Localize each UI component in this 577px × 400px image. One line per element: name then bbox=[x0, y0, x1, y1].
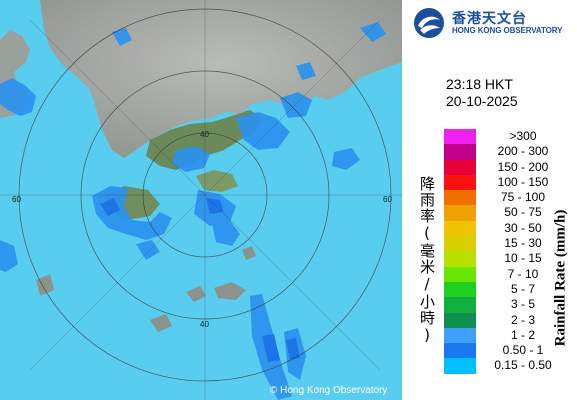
hko-logo: 香港天文台 HONG KONG OBSERVATORY bbox=[412, 6, 574, 40]
ring-label-west: 60 bbox=[12, 195, 21, 204]
legend-row: 75 - 100 bbox=[444, 190, 577, 206]
legend-swatch bbox=[444, 358, 476, 374]
legend-range-label: 30 - 50 bbox=[504, 220, 542, 235]
timestamp-date: 20-10-2025 bbox=[446, 93, 518, 109]
legend-title-english-wrap: Rainfall Rate (mm/h) bbox=[550, 178, 572, 378]
legend-range-label: 15 - 30 bbox=[504, 236, 542, 251]
legend-panel: 香港天文台 HONG KONG OBSERVATORY 23:18 HKT 20… bbox=[402, 0, 577, 400]
legend-swatch bbox=[444, 327, 476, 344]
legend-swatch bbox=[444, 144, 476, 160]
legend-row: 30 - 50 bbox=[444, 220, 577, 237]
legend-swatch bbox=[444, 205, 476, 221]
legend-range-label: 0.15 - 0.50 bbox=[494, 358, 552, 373]
legend-swatch bbox=[444, 236, 476, 252]
legend-range-label: 150 - 200 bbox=[497, 159, 549, 174]
legend-range-label: 75 - 100 bbox=[500, 190, 546, 205]
legend-range-label: 7 - 10 bbox=[507, 266, 539, 281]
legend-row: 0.50 - 1 bbox=[444, 343, 577, 359]
legend-range-label: 100 - 150 bbox=[497, 174, 549, 189]
range-rings bbox=[18, 8, 392, 382]
legend-row: >300 bbox=[444, 129, 577, 145]
legend-row: 5 - 7 bbox=[444, 281, 577, 298]
legend-range-label: 50 - 75 bbox=[504, 205, 542, 220]
legend-title-chinese: 降雨率(毫米/小時) bbox=[418, 176, 436, 345]
legend-range-label: 0.50 - 1 bbox=[502, 343, 544, 358]
legend-row: 0.15 - 0.50 bbox=[444, 358, 577, 374]
range-spokes bbox=[0, 0, 402, 400]
legend-swatch bbox=[444, 159, 476, 175]
legend-swatch bbox=[444, 297, 476, 313]
legend-range-label: 1 - 2 bbox=[510, 327, 535, 342]
ring-label-north: 40 bbox=[200, 130, 209, 139]
legend-swatch bbox=[444, 343, 476, 359]
legend-range-label: 3 - 5 bbox=[510, 297, 535, 312]
radar-map-svg: 40 60 60 40 bbox=[0, 0, 402, 400]
rain-echoes-strong bbox=[100, 198, 300, 362]
legend-swatch bbox=[444, 251, 476, 267]
legend-row: 10 - 15 bbox=[444, 251, 577, 267]
timestamp: 23:18 HKT 20-10-2025 bbox=[446, 76, 518, 110]
logo-english-name: HONG KONG OBSERVATORY bbox=[452, 26, 563, 35]
legend-swatch bbox=[444, 190, 476, 206]
legend-swatch bbox=[444, 312, 476, 328]
legend-title-english: Rainfall Rate (mm/h) bbox=[552, 209, 569, 347]
radar-map: 40 60 60 40 © Hong Kong Observatory bbox=[0, 0, 402, 400]
copyright-text: © Hong Kong Observatory bbox=[270, 385, 388, 396]
ring-label-south: 40 bbox=[200, 320, 209, 329]
legend-range-label: >300 bbox=[509, 129, 537, 143]
hko-logo-icon bbox=[414, 8, 444, 38]
legend-row: 200 - 300 bbox=[444, 144, 577, 160]
legend-row: 15 - 30 bbox=[444, 236, 577, 252]
outlying-islands bbox=[36, 246, 256, 332]
legend-swatch bbox=[444, 129, 476, 145]
legend-range-label: 200 - 300 bbox=[497, 144, 549, 159]
rainfall-legend: >300 200 - 300 150 - 200 100 - 150 75 - 100 5… bbox=[444, 129, 577, 374]
legend-row: 150 - 200 bbox=[444, 159, 577, 175]
legend-swatch bbox=[444, 266, 476, 282]
legend-row: 1 - 2 bbox=[444, 327, 577, 344]
legend-row: 50 - 75 bbox=[444, 205, 577, 221]
logo-chinese-name: 香港天文台 bbox=[452, 11, 527, 27]
legend-swatch bbox=[444, 220, 476, 237]
ring-label-east: 60 bbox=[383, 195, 392, 204]
hk-island bbox=[196, 170, 238, 192]
legend-row: 7 - 10 bbox=[444, 266, 577, 282]
legend-row: 100 - 150 bbox=[444, 174, 577, 191]
legend-row: 3 - 5 bbox=[444, 297, 577, 313]
timestamp-time: 23:18 HKT bbox=[446, 76, 513, 92]
legend-range-label: 10 - 15 bbox=[504, 251, 542, 266]
legend-range-label: 2 - 3 bbox=[510, 312, 535, 327]
legend-swatch bbox=[444, 281, 476, 298]
legend-row: 2 - 3 bbox=[444, 312, 577, 328]
legend-range-label: 5 - 7 bbox=[510, 281, 535, 296]
legend-swatch bbox=[444, 174, 476, 191]
